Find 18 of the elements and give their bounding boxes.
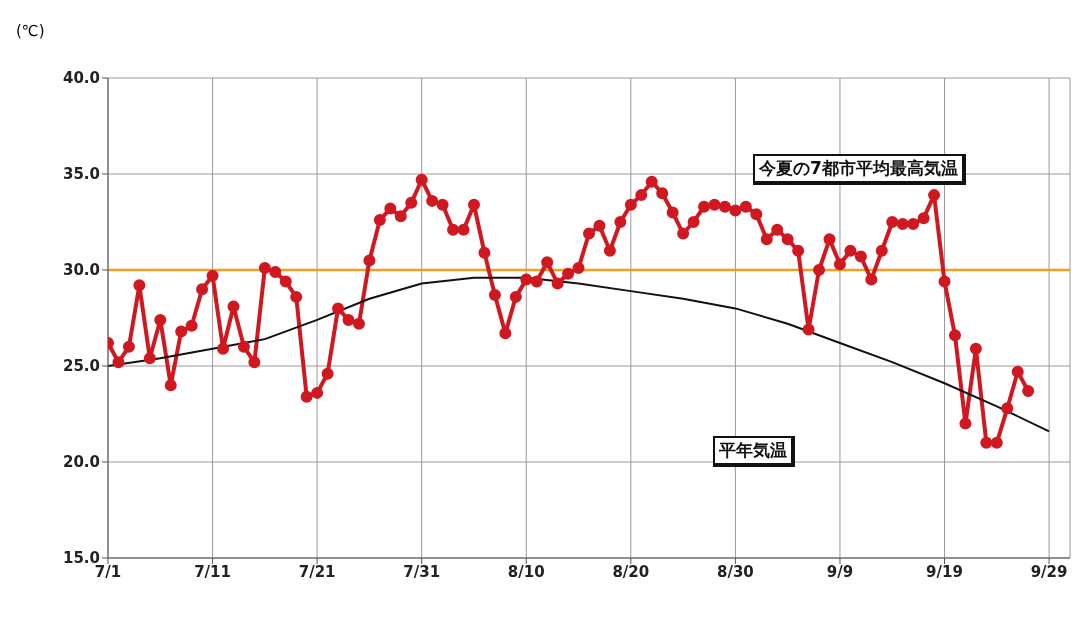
- y-tick-label: 20.0: [62, 453, 100, 472]
- x-tick-label: 9/9: [826, 562, 854, 581]
- y-tick-label: 35.0: [62, 165, 100, 184]
- x-tick-label: 8/30: [716, 562, 754, 581]
- y-tick-label: 30.0: [62, 261, 100, 280]
- x-tick-label: 9/29: [1030, 562, 1068, 581]
- y-axis-title: (℃): [16, 22, 45, 40]
- x-tick-label: 8/20: [612, 562, 650, 581]
- x-tick-label: 7/11: [194, 562, 231, 581]
- x-tick-label: 8/10: [507, 562, 545, 581]
- text: 平年気温: [713, 436, 795, 467]
- x-tick-label: 7/21: [298, 562, 336, 581]
- y-tick-label: 25.0: [62, 357, 100, 376]
- y-tick-label: 40.0: [62, 69, 100, 88]
- x-tick-label: 9/19: [926, 562, 963, 581]
- x-tick-label: 7/31: [403, 562, 441, 581]
- series-label: 今夏の7都市平均最高気温: [753, 154, 966, 185]
- x-tick-label: 7/1: [94, 562, 122, 581]
